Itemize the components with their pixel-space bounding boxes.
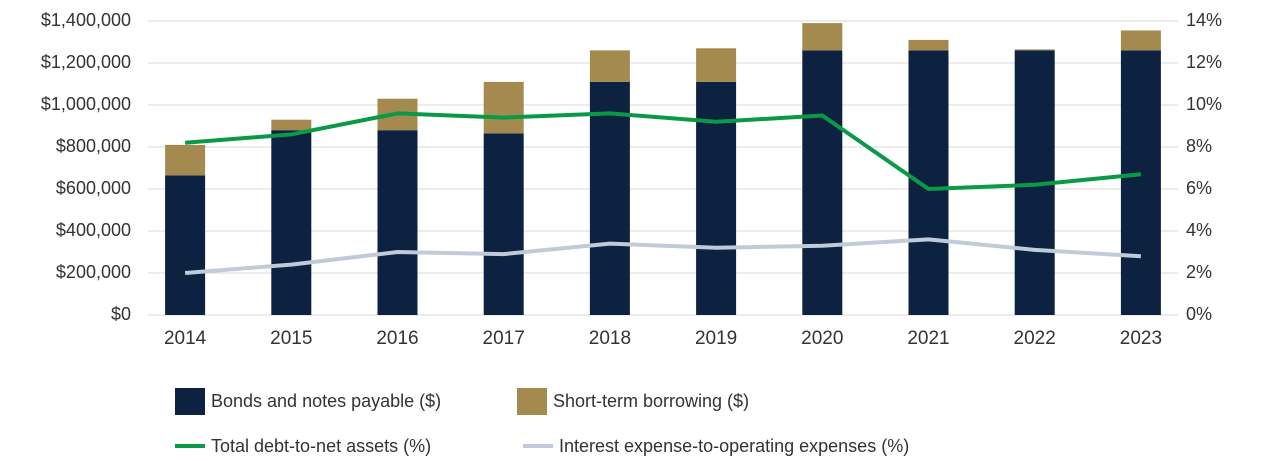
line xyxy=(184,237,1142,275)
y-tick-label: $1,400,000 xyxy=(41,10,131,30)
bar xyxy=(908,50,949,316)
bar xyxy=(271,130,312,315)
bar xyxy=(483,81,524,134)
x-tick-label: 2022 xyxy=(1014,328,1056,349)
bar xyxy=(1120,50,1161,316)
x-tick-label: 2016 xyxy=(376,328,418,349)
x-tick-label: 2015 xyxy=(270,328,312,349)
x-tick-label: 2014 xyxy=(164,328,207,349)
bar xyxy=(802,50,843,316)
y2-tick-label: 8% xyxy=(1186,136,1212,156)
legend-swatch xyxy=(517,388,547,415)
y-tick-label: $0 xyxy=(111,304,131,324)
x-tick-label: 2017 xyxy=(483,328,525,349)
y2-tick-label: 4% xyxy=(1186,220,1212,240)
legend-label: Total debt-to-net assets (%) xyxy=(211,436,431,456)
bar xyxy=(802,23,843,51)
y2-tick-label: 14% xyxy=(1186,10,1222,30)
y2-tick-label: 0% xyxy=(1186,304,1212,324)
bar xyxy=(908,39,949,51)
bar xyxy=(165,144,206,176)
bar xyxy=(165,175,206,315)
x-tick-label: 2018 xyxy=(589,328,631,349)
y-tick-label: $200,000 xyxy=(56,262,131,282)
x-tick-label: 2020 xyxy=(801,328,843,349)
bar xyxy=(483,133,524,315)
bar xyxy=(377,130,418,315)
legend-label: Bonds and notes payable ($) xyxy=(211,391,441,411)
y-tick-label: $600,000 xyxy=(56,178,131,198)
bar xyxy=(696,48,737,82)
x-tick-label: 2021 xyxy=(907,328,949,349)
y2-tick-label: 6% xyxy=(1186,178,1212,198)
y2-tick-label: 12% xyxy=(1186,52,1222,72)
y-tick-label: $800,000 xyxy=(56,136,131,156)
bar xyxy=(271,119,312,131)
legend-label: Interest expense-to-operating expenses (… xyxy=(559,436,909,456)
legend-swatch xyxy=(175,388,205,415)
x-tick-label: 2019 xyxy=(695,328,737,349)
bar xyxy=(589,50,630,82)
y-tick-label: $1,000,000 xyxy=(41,94,131,114)
y2-tick-label: 2% xyxy=(1186,262,1212,282)
bar xyxy=(696,81,737,316)
y-tick-label: $1,200,000 xyxy=(41,52,131,72)
bar xyxy=(589,81,630,316)
x-tick-label: 2023 xyxy=(1120,328,1162,349)
line xyxy=(184,111,1142,191)
legend-label: Short-term borrowing ($) xyxy=(553,391,749,411)
y2-tick-label: 10% xyxy=(1186,94,1222,114)
y-tick-label: $400,000 xyxy=(56,220,131,240)
bar xyxy=(1120,30,1161,51)
bar xyxy=(1014,49,1055,51)
